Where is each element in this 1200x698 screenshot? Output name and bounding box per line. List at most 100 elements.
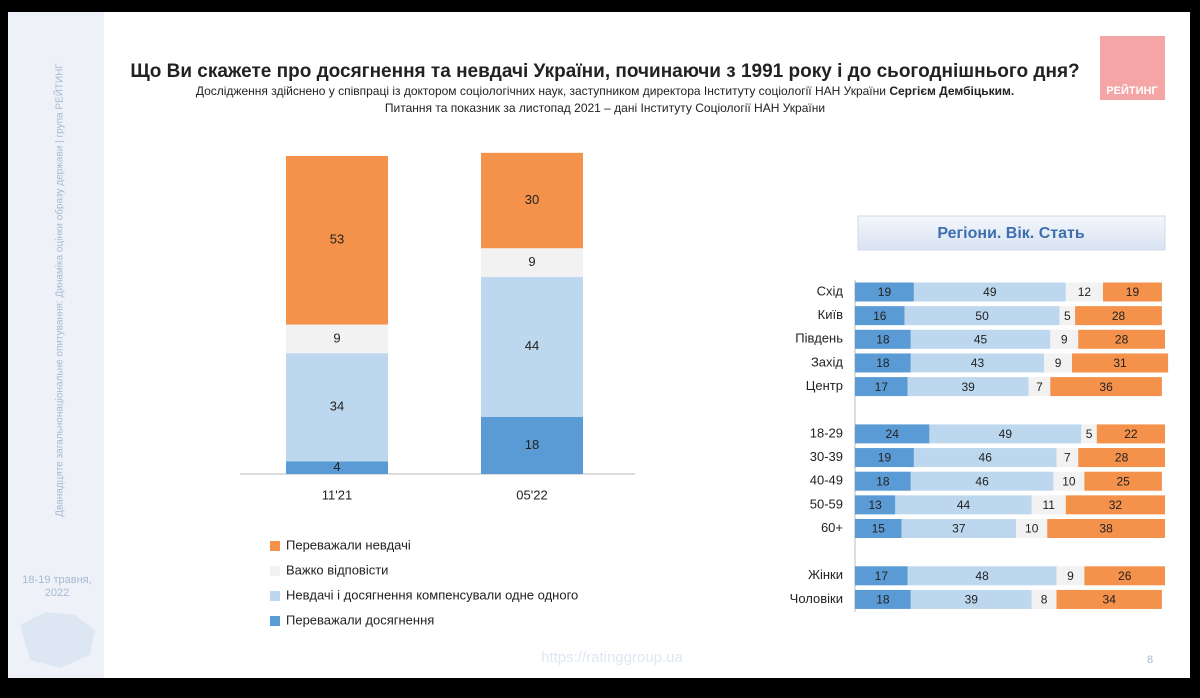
category-label: Чоловіки: [790, 591, 843, 606]
legend-label: Важко відповісти: [286, 562, 388, 577]
bar-segment: [1031, 589, 1057, 609]
note: Питання та показник за листопад 2021 – д…: [385, 101, 825, 115]
bar-segment: [855, 495, 896, 515]
map-icon: [20, 612, 95, 668]
value-label: 46: [979, 451, 993, 465]
value-label: 49: [983, 285, 997, 299]
value-label: 9: [1055, 356, 1062, 370]
bar-segment: [1047, 519, 1165, 538]
value-label: 9: [528, 254, 535, 269]
category-label: Київ: [818, 307, 843, 322]
value-label: 28: [1115, 332, 1129, 346]
bar-segment: [1081, 424, 1097, 444]
value-label: 9: [1067, 569, 1074, 583]
date: 18-19 травня,: [22, 574, 91, 586]
bar-segment: [913, 448, 1057, 468]
bar-segment: [907, 377, 1029, 397]
value-label: 11: [1043, 498, 1056, 512]
value-label: 19: [878, 451, 892, 465]
value-label: 22: [1124, 427, 1138, 441]
subtitle-bold: Сергієм Дембіцьким.: [889, 84, 1014, 98]
value-label: 17: [875, 380, 889, 394]
value-label: 50: [975, 309, 989, 323]
bar-segment: [855, 519, 902, 538]
bar-segment: [1056, 448, 1079, 468]
value-label: 32: [1109, 498, 1123, 512]
logo: [1100, 36, 1165, 100]
logo-text: РЕЙТИНГ: [1106, 84, 1158, 97]
value-label: 48: [975, 569, 989, 583]
value-label: 18: [876, 593, 890, 607]
bar-segment: [895, 495, 1032, 515]
value-label: 9: [1061, 332, 1068, 346]
bar-segment: [481, 416, 583, 474]
value-label: 28: [1112, 309, 1126, 323]
value-label: 45: [974, 332, 988, 346]
panel-title: Регіони. Вік. Стать: [937, 225, 1084, 242]
value-label: 19: [1126, 285, 1140, 299]
value-label: 4: [333, 459, 340, 474]
value-label: 43: [971, 356, 985, 370]
bar-segment: [855, 424, 930, 444]
legend-swatch: [270, 541, 280, 551]
category-label: 50-59: [810, 496, 843, 511]
panel-header: [857, 215, 1166, 251]
bar-segment: [1078, 329, 1165, 349]
value-label: 34: [330, 399, 344, 414]
bar-segment: [286, 461, 388, 474]
value-label: 38: [1099, 522, 1113, 536]
bar-segment: [1065, 495, 1165, 515]
value-label: 18: [876, 474, 890, 488]
bar-segment: [1050, 377, 1162, 397]
bar-segment: [1084, 566, 1165, 586]
bar-segment: [855, 448, 914, 468]
value-label: 18: [876, 356, 890, 370]
bar-segment: [1065, 282, 1103, 302]
bar-segment: [1075, 306, 1162, 326]
bar-segment: [1072, 353, 1169, 373]
bar-segment: [910, 329, 1051, 349]
bar-segment: [855, 329, 911, 349]
bar-segment: [1016, 519, 1048, 538]
value-label: 36: [1099, 380, 1113, 394]
legend-label: Переважали невдачі: [286, 537, 411, 552]
category-label: Південь: [795, 331, 843, 346]
value-label: 5: [1064, 309, 1071, 323]
bar-segment: [855, 282, 914, 302]
category-label: Жінки: [808, 567, 843, 582]
subtitle: Дослідження здійснено у співпраці із док…: [196, 84, 1014, 98]
bar-segment: [901, 519, 1017, 538]
bar-segment: [481, 248, 583, 277]
bar-segment: [286, 353, 388, 462]
value-label: 9: [333, 330, 340, 345]
bar-segment: [286, 156, 388, 325]
value-label: 49: [999, 427, 1013, 441]
value-label: 39: [961, 380, 975, 394]
category-label: 18-29: [810, 425, 843, 440]
value-label: 39: [965, 593, 979, 607]
value-label: 10: [1025, 522, 1039, 536]
value-label: 15: [872, 522, 886, 536]
bar-segment: [1084, 471, 1162, 491]
sidebar-text: Дванадцяте загальнонаціональне опитуванн…: [53, 63, 66, 517]
value-label: 19: [878, 285, 892, 299]
bar-segment: [1044, 353, 1072, 373]
value-label: 30: [525, 192, 539, 207]
bar-segment: [1028, 377, 1051, 397]
value-label: 37: [952, 522, 966, 536]
value-label: 13: [868, 498, 882, 512]
category-label: 40-49: [810, 473, 843, 488]
bar-segment: [910, 353, 1045, 373]
bar-segment: [910, 471, 1054, 491]
value-label: 17: [875, 569, 889, 583]
value-label: 44: [525, 338, 539, 353]
value-label: 46: [975, 474, 989, 488]
bar-segment: [1056, 589, 1162, 609]
value-label: 5: [1086, 427, 1093, 441]
footer-url[interactable]: https://ratinggroup.ua: [541, 649, 683, 666]
legend-label: Переважали досягнення: [286, 612, 434, 627]
category-label: 30-39: [810, 449, 843, 464]
value-label: 44: [957, 498, 971, 512]
value-label: 31: [1113, 356, 1127, 370]
